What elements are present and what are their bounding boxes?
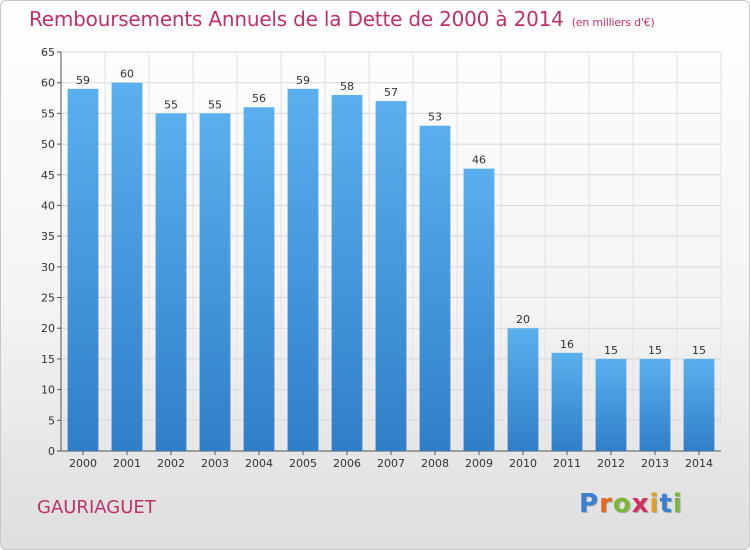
bar-value-label-2013: 15 bbox=[648, 344, 662, 357]
y-tick-label-55: 55 bbox=[41, 107, 55, 120]
x-tick-label-2009: 2009 bbox=[465, 457, 493, 470]
y-tick-label-40: 40 bbox=[41, 199, 55, 212]
bar-value-label-2007: 57 bbox=[384, 86, 398, 99]
bar-value-label-2001: 60 bbox=[120, 68, 134, 81]
chart-title-text: Remboursements Annuels de la Dette de 20… bbox=[29, 7, 564, 31]
logo-letter: P bbox=[579, 489, 600, 519]
y-tick-label-50: 50 bbox=[41, 138, 55, 151]
y-tick-label-65: 65 bbox=[41, 46, 55, 59]
x-tick-label-2003: 2003 bbox=[201, 457, 229, 470]
bar-value-label-2009: 46 bbox=[472, 154, 486, 167]
bar-2011 bbox=[551, 352, 583, 451]
y-tick-label-20: 20 bbox=[41, 322, 55, 335]
logo-letter: t bbox=[659, 489, 673, 519]
y-tick-label-0: 0 bbox=[48, 445, 55, 458]
bar-value-label-2014: 15 bbox=[692, 344, 706, 357]
y-tick-label-30: 30 bbox=[41, 261, 55, 274]
y-tick-label-45: 45 bbox=[41, 169, 55, 182]
chart-subtitle: (en milliers d'€) bbox=[571, 16, 655, 29]
logo-letter: r bbox=[599, 489, 613, 519]
bar-2010 bbox=[507, 328, 539, 451]
x-tick-label-2008: 2008 bbox=[421, 457, 449, 470]
bar-2012 bbox=[595, 358, 627, 451]
x-tick-label-2004: 2004 bbox=[245, 457, 273, 470]
x-tick-label-2001: 2001 bbox=[113, 457, 141, 470]
bar-value-label-2012: 15 bbox=[604, 344, 618, 357]
x-tick-label-2014: 2014 bbox=[685, 457, 713, 470]
bar-value-label-2011: 16 bbox=[560, 338, 574, 351]
x-tick-label-2002: 2002 bbox=[157, 457, 185, 470]
x-tick-label-2006: 2006 bbox=[333, 457, 361, 470]
y-tick-label-15: 15 bbox=[41, 353, 55, 366]
y-tick-label-10: 10 bbox=[41, 384, 55, 397]
x-tick-label-2000: 2000 bbox=[69, 457, 97, 470]
bar-value-label-2000: 59 bbox=[76, 74, 90, 87]
bar-2008 bbox=[419, 125, 451, 452]
bar-value-label-2008: 53 bbox=[428, 111, 442, 124]
x-tick-label-2012: 2012 bbox=[597, 457, 625, 470]
logo-letter: i bbox=[649, 489, 660, 519]
bar-2001 bbox=[111, 82, 143, 451]
bar-2005 bbox=[287, 88, 319, 451]
bar-2013 bbox=[639, 358, 671, 451]
y-tick-label-5: 5 bbox=[48, 414, 55, 427]
bar-2007 bbox=[375, 101, 407, 451]
bar-2000 bbox=[67, 88, 99, 451]
bar-value-label-2002: 55 bbox=[164, 98, 178, 111]
y-tick-label-35: 35 bbox=[41, 230, 55, 243]
bar-value-label-2005: 59 bbox=[296, 74, 310, 87]
bar-2009 bbox=[463, 168, 495, 451]
y-tick-label-25: 25 bbox=[41, 292, 55, 305]
commune-name: GAURIAGUET bbox=[37, 497, 156, 518]
bar-value-label-2010: 20 bbox=[516, 313, 530, 326]
bar-2002 bbox=[155, 113, 187, 451]
bar-2006 bbox=[331, 94, 363, 451]
x-tick-label-2007: 2007 bbox=[377, 457, 405, 470]
bar-2004 bbox=[243, 107, 275, 451]
chart-title: Remboursements Annuels de la Dette de 20… bbox=[29, 7, 655, 31]
x-tick-label-2013: 2013 bbox=[641, 457, 669, 470]
logo-letter: i bbox=[672, 489, 683, 519]
x-tick-label-2011: 2011 bbox=[553, 457, 581, 470]
logo-letter: o bbox=[612, 489, 632, 519]
x-tick-label-2010: 2010 bbox=[509, 457, 537, 470]
bar-2003 bbox=[199, 113, 231, 451]
x-tick-label-2005: 2005 bbox=[289, 457, 317, 470]
bar-2014 bbox=[683, 358, 715, 451]
y-tick-label-60: 60 bbox=[41, 77, 55, 90]
bar-value-label-2006: 58 bbox=[340, 80, 354, 93]
proxiti-logo[interactable]: Proxiti bbox=[579, 489, 683, 519]
bar-value-label-2003: 55 bbox=[208, 98, 222, 111]
logo-letter: x bbox=[631, 489, 650, 519]
bars: 59 60 55 55 56 59 58 57 53 46 20 16 15 15 15 bbox=[67, 68, 715, 452]
bar-value-label-2004: 56 bbox=[252, 92, 266, 105]
